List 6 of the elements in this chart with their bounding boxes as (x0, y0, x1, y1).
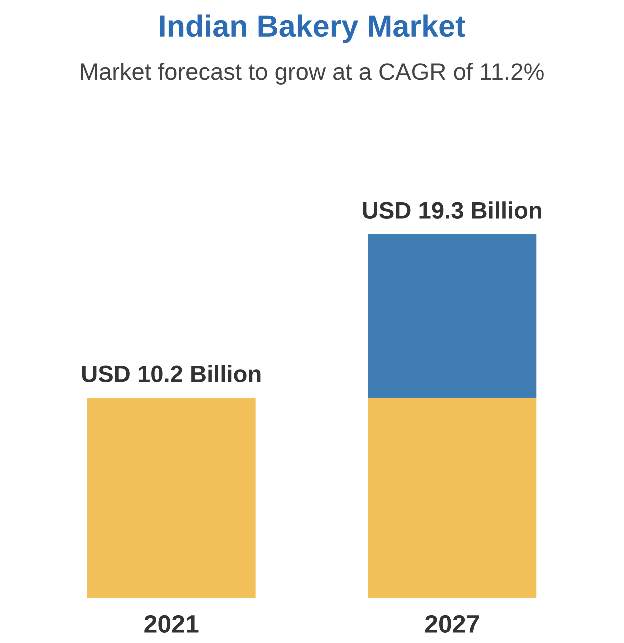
chart-title: Indian Bakery Market (160, 14, 466, 44)
x-tick-label: 2021 (144, 615, 199, 634)
x-tick-label: 2027 (425, 615, 480, 634)
chart-subtitle: Market forecast to grow at a CAGR of 11.2% (81, 62, 544, 85)
total-label: USD 10.2 Billion (82, 365, 261, 383)
total-label: USD 19.3 Billion (363, 202, 542, 220)
